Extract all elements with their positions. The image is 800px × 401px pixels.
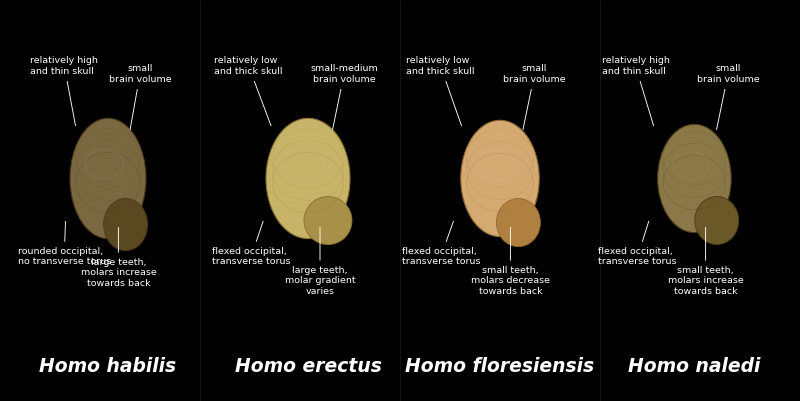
Text: Homo erectus: Homo erectus: [234, 357, 382, 377]
Text: relatively high
and thin skull: relatively high and thin skull: [30, 57, 98, 126]
Ellipse shape: [104, 198, 148, 251]
Text: small teeth,
molars decrease
towards back: small teeth, molars decrease towards bac…: [471, 227, 550, 296]
Text: small
brain volume: small brain volume: [697, 65, 759, 130]
Text: small
brain volume: small brain volume: [503, 65, 566, 130]
Text: large teeth,
molar gradient
varies: large teeth, molar gradient varies: [285, 227, 355, 296]
Ellipse shape: [304, 196, 352, 245]
Text: relatively high
and thin skull: relatively high and thin skull: [602, 57, 670, 126]
Ellipse shape: [70, 118, 146, 239]
Ellipse shape: [496, 198, 541, 247]
Text: small teeth,
molars increase
towards back: small teeth, molars increase towards bac…: [668, 227, 743, 296]
Text: rounded occipital,
no transverse torus: rounded occipital, no transverse torus: [18, 221, 111, 266]
Ellipse shape: [461, 120, 539, 237]
Text: flexed occipital,
transverse torus: flexed occipital, transverse torus: [212, 221, 290, 266]
Text: small-medium
brain volume: small-medium brain volume: [310, 65, 378, 130]
Text: flexed occipital,
transverse torus: flexed occipital, transverse torus: [598, 221, 677, 266]
Text: Homo floresiensis: Homo floresiensis: [406, 357, 594, 377]
Text: flexed occipital,
transverse torus: flexed occipital, transverse torus: [402, 221, 480, 266]
Text: relatively low
and thick skull: relatively low and thick skull: [214, 57, 283, 126]
Ellipse shape: [266, 118, 350, 239]
Text: Homo naledi: Homo naledi: [628, 357, 761, 377]
Ellipse shape: [694, 196, 739, 245]
Text: large teeth,
molars increase
towards back: large teeth, molars increase towards bac…: [81, 227, 156, 288]
Text: Homo habilis: Homo habilis: [39, 357, 177, 377]
Text: small
brain volume: small brain volume: [109, 65, 171, 130]
Ellipse shape: [658, 124, 731, 233]
Text: relatively low
and thick skull: relatively low and thick skull: [406, 57, 475, 126]
